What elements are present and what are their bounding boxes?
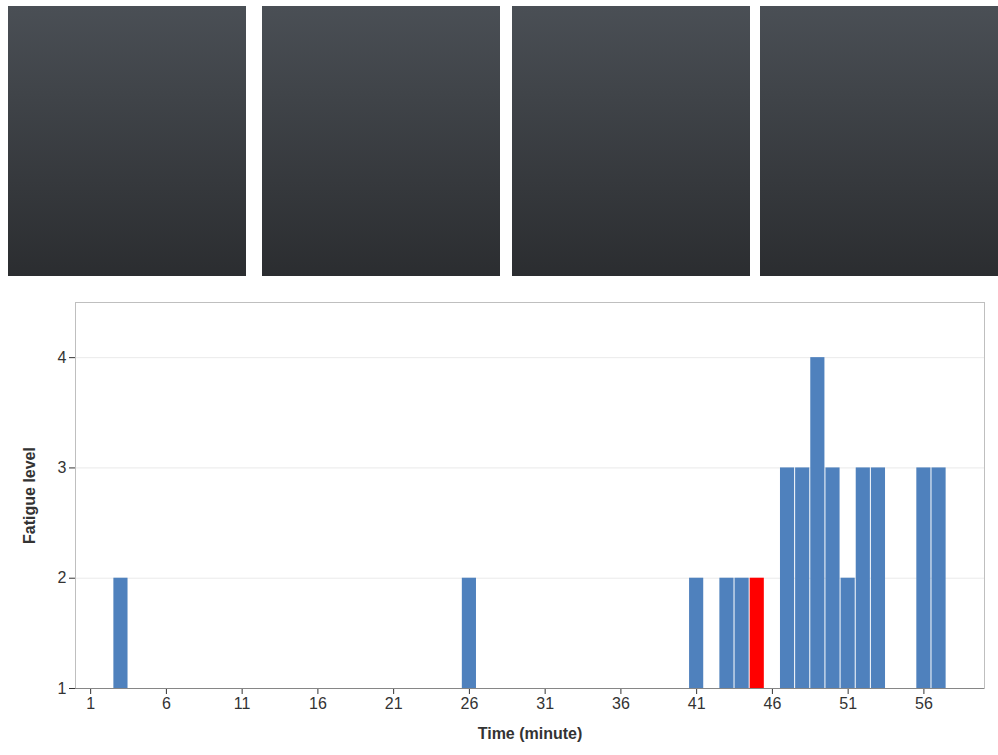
svg-text:Fatigue level: Fatigue level bbox=[21, 447, 38, 544]
svg-text:2: 2 bbox=[58, 569, 67, 586]
svg-text:46: 46 bbox=[764, 695, 782, 712]
svg-text:56: 56 bbox=[915, 695, 933, 712]
svg-text:51: 51 bbox=[839, 695, 857, 712]
svg-text:1: 1 bbox=[86, 695, 95, 712]
svg-text:36: 36 bbox=[612, 695, 630, 712]
svg-text:26: 26 bbox=[461, 695, 479, 712]
svg-text:6: 6 bbox=[162, 695, 171, 712]
svg-text:31: 31 bbox=[536, 695, 554, 712]
svg-text:3: 3 bbox=[58, 459, 67, 476]
svg-text:16: 16 bbox=[309, 695, 327, 712]
svg-text:4: 4 bbox=[58, 349, 67, 366]
svg-text:1: 1 bbox=[58, 680, 67, 697]
svg-text:Time (minute): Time (minute) bbox=[478, 725, 583, 742]
svg-text:21: 21 bbox=[385, 695, 403, 712]
svg-text:11: 11 bbox=[234, 695, 251, 712]
svg-text:41: 41 bbox=[688, 695, 706, 712]
